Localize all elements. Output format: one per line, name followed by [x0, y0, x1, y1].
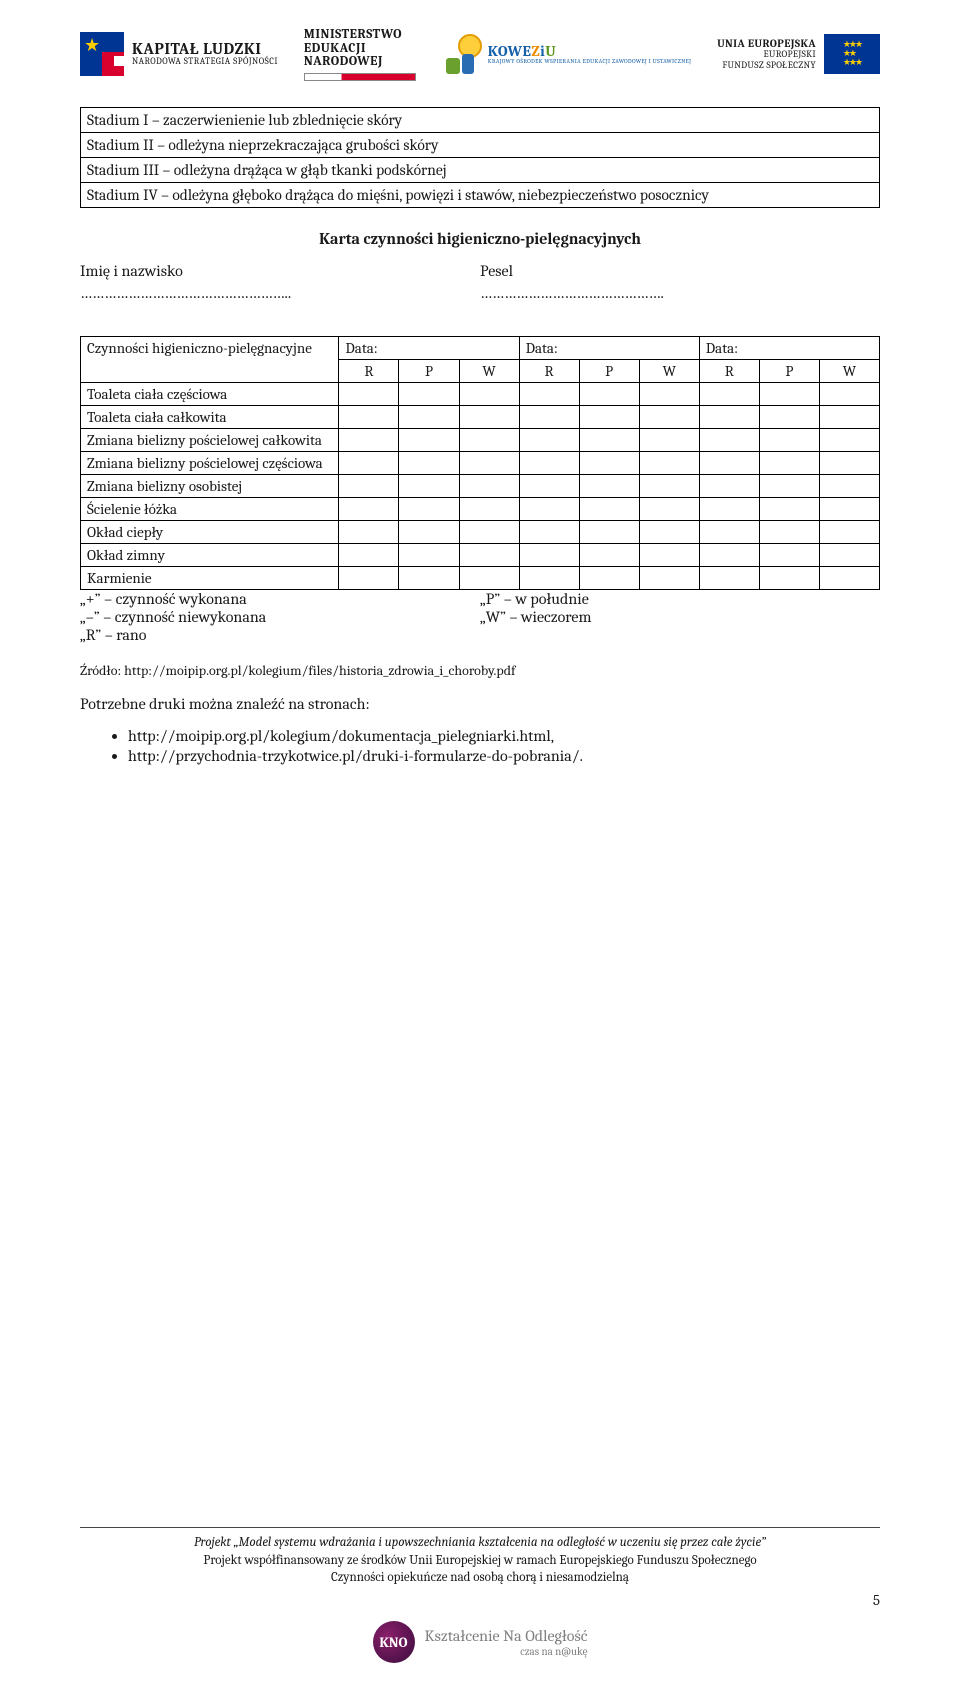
- eu-flag-icon: ★ ★ ★★ ★★ ★ ★: [824, 34, 880, 74]
- rpw: P: [579, 359, 639, 382]
- kl-sub: NARODOWA STRATEGIA SPÓJNOŚCI: [132, 58, 278, 67]
- page-number: 5: [80, 1591, 880, 1609]
- activities-table: Czynności higieniczno-pielęgnacyjne Data…: [80, 336, 880, 590]
- act-data-1: Data:: [339, 336, 519, 359]
- logo-koweziu: KOWEZiU KRAJOWY OŚRODEK WSPIERANIA EDUKA…: [442, 34, 691, 74]
- kno-icon: KNO: [373, 1621, 415, 1663]
- koweziu-sub: KRAJOWY OŚRODEK WSPIERANIA EDUKACJI ZAWO…: [488, 59, 691, 65]
- kno-t2: czas na n@ukę: [425, 1645, 588, 1658]
- stadium-row: Stadium IV – odleżyna głęboko drążąca do…: [81, 182, 880, 207]
- men-l2: EDUKACJI: [304, 42, 416, 56]
- eu-l2: EUROPEJSKI: [717, 50, 816, 60]
- men-l3: NARODOWEJ: [304, 55, 416, 69]
- name-row: Imię i nazwisko Pesel: [80, 262, 880, 280]
- footer-logo-kno: KNO Kształcenie Na Odległość czas na n@u…: [80, 1621, 880, 1663]
- logo-eu: UNIA EUROPEJSKA EUROPEJSKI FUNDUSZ SPOŁE…: [717, 34, 880, 74]
- koweziu-icon: [442, 34, 482, 74]
- act-row: Toaleta ciała całkowita: [81, 405, 339, 428]
- footer-l2: Projekt współfinansowany ze środków Unii…: [80, 1552, 880, 1570]
- act-data-2: Data:: [519, 336, 699, 359]
- footer-l1: Projekt „Model systemu wdrażania i upows…: [80, 1534, 880, 1552]
- logo-kapital-ludzki: ★ KAPITAŁ LUDZKI NARODOWA STRATEGIA SPÓJ…: [80, 32, 278, 76]
- act-data-3: Data:: [699, 336, 879, 359]
- dots-row: …………………………………………….. ……………………………………….: [80, 284, 880, 302]
- pesel-label: Pesel: [480, 262, 880, 280]
- men-bar-icon: [304, 73, 416, 81]
- act-row: Zmiana bielizny pościelowej częściowa: [81, 451, 339, 474]
- stadium-table: Stadium I – zaczerwienienie lub zblednię…: [80, 107, 880, 208]
- note-line: Potrzebne druki można znaleźć na stronac…: [80, 695, 880, 713]
- act-row: Karmienie: [81, 566, 339, 589]
- card-title: Karta czynności higieniczno-pielęgnacyjn…: [80, 230, 880, 248]
- footer: Projekt „Model systemu wdrażania i upows…: [80, 1527, 880, 1663]
- legend-l3a: „R” – rano: [80, 626, 480, 644]
- logo-men: MINISTERSTWO EDUKACJI NARODOWEJ: [304, 28, 416, 81]
- stadium-row: Stadium II – odleżyna nieprzekraczająca …: [81, 132, 880, 157]
- dots-1: ……………………………………………..: [80, 284, 480, 302]
- rpw: W: [819, 359, 879, 382]
- kno-t1: Kształcenie Na Odległość: [425, 1627, 588, 1645]
- stadium-row: Stadium III – odleżyna drążąca w głąb tk…: [81, 157, 880, 182]
- rpw: R: [519, 359, 579, 382]
- footer-l3: Czynności opiekuńcze nad osobą chorą i n…: [80, 1569, 880, 1587]
- link-item: http://moipip.org.pl/kolegium/dokumentac…: [128, 727, 880, 745]
- act-row: Okład ciepły: [81, 520, 339, 543]
- rpw: P: [759, 359, 819, 382]
- legend: „+” – czynność wykonana „P” – w południe…: [80, 590, 880, 644]
- act-row: Toaleta ciała częściowa: [81, 382, 339, 405]
- legend-l1b: „P” – w południe: [480, 590, 880, 608]
- act-col0: Czynności higieniczno-pielęgnacyjne: [81, 336, 339, 382]
- link-item: http://przychodnia-trzykotwice.pl/druki-…: [128, 747, 880, 765]
- legend-l2a: „–” – czynność niewykonana: [80, 608, 480, 626]
- eu-l3: FUNDUSZ SPOŁECZNY: [717, 61, 816, 71]
- legend-l2b: „W” – wieczorem: [480, 608, 880, 626]
- rpw: W: [639, 359, 699, 382]
- rpw: P: [399, 359, 459, 382]
- legend-l1a: „+” – czynność wykonana: [80, 590, 480, 608]
- act-row: Zmiana bielizny osobistej: [81, 474, 339, 497]
- rpw: R: [339, 359, 399, 382]
- source-line: Źródło: http://moipip.org.pl/kolegium/fi…: [80, 662, 880, 679]
- links-list: http://moipip.org.pl/kolegium/dokumentac…: [80, 727, 880, 765]
- kl-flag-icon: ★: [80, 32, 124, 76]
- kl-title: KAPITAŁ LUDZKI: [132, 41, 278, 58]
- act-row: Ścielenie łóżka: [81, 497, 339, 520]
- men-l1: MINISTERSTWO: [304, 28, 416, 42]
- header-logos: ★ KAPITAŁ LUDZKI NARODOWA STRATEGIA SPÓJ…: [80, 28, 880, 101]
- name-label: Imię i nazwisko: [80, 262, 480, 280]
- koweziu-brand: KOWEZiU: [488, 44, 691, 59]
- rpw: R: [699, 359, 759, 382]
- act-row: Okład zimny: [81, 543, 339, 566]
- stadium-row: Stadium I – zaczerwienienie lub zblednię…: [81, 107, 880, 132]
- rpw: W: [459, 359, 519, 382]
- act-row: Zmiana bielizny pościelowej całkowita: [81, 428, 339, 451]
- dots-2: ……………………………………….: [480, 284, 880, 302]
